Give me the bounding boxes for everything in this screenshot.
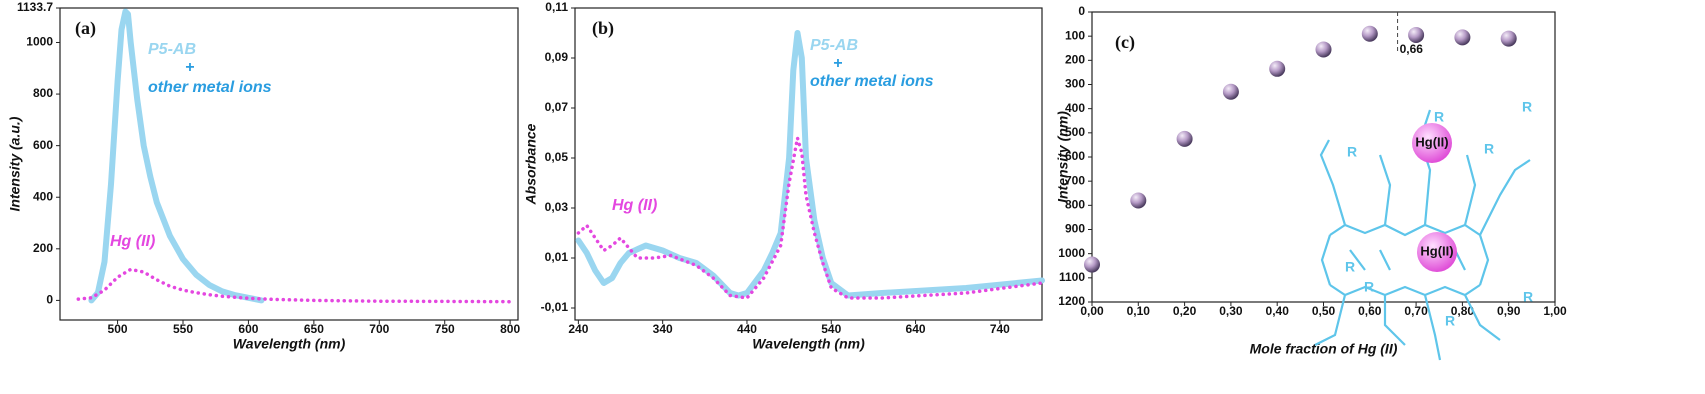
scatter-point — [1176, 130, 1193, 147]
scatter-point — [1084, 256, 1100, 273]
substituent-label: R — [1364, 279, 1374, 295]
substituent-label: R — [1522, 99, 1532, 115]
substituent-label: R — [1484, 141, 1494, 157]
x-tick-label: 0,00 — [1080, 304, 1104, 318]
substituent-label: R — [1347, 144, 1357, 160]
substituent-label: R — [1523, 289, 1533, 305]
x-tick-label: 640 — [906, 322, 926, 336]
reference-label: 0,66 — [1400, 42, 1424, 56]
x-tick-label: 0,90 — [1497, 304, 1521, 318]
x-tick-label: 600 — [238, 322, 258, 336]
x-tick-label: 0,40 — [1266, 304, 1290, 318]
y-tick-label: 0,11 — [545, 0, 568, 14]
x-tick-label: 0,30 — [1219, 304, 1243, 318]
y-tick-label: 0,01 — [545, 250, 569, 264]
y-tick-label: 600 — [33, 138, 53, 152]
x-tick-label: 540 — [821, 322, 841, 336]
x-tick-label: 0,80 — [1451, 304, 1475, 318]
plot-frame — [574, 7, 1043, 321]
line-series — [575, 30, 1045, 299]
y-tick-label: 1100 — [1059, 270, 1085, 284]
scatter-point — [1361, 25, 1378, 42]
y-tick-label: 800 — [33, 86, 53, 100]
line-series — [576, 136, 1044, 300]
x-axis-label: Mole fraction of Hg (II) — [1250, 341, 1398, 357]
y-tick-label: 600 — [1065, 149, 1085, 163]
x-tick-label: 750 — [435, 322, 455, 336]
x-tick-label: 0,50 — [1312, 304, 1336, 318]
y-tick-label: 0 — [1078, 4, 1085, 18]
scatter-point — [1130, 192, 1147, 209]
panel-label: (a) — [75, 18, 96, 39]
x-tick-label: 240 — [568, 322, 588, 336]
ion-label: Hg(II) — [1415, 134, 1448, 149]
x-tick-label: 1,00 — [1543, 304, 1567, 318]
y-tick-label: 400 — [33, 189, 53, 203]
y-tick-label: 1000 — [26, 35, 53, 49]
line-series — [88, 8, 265, 304]
y-tick-label: 400 — [1065, 101, 1085, 115]
scatter-point — [1315, 41, 1332, 58]
x-tick-label: 800 — [500, 322, 520, 336]
y-tick-label: 200 — [1065, 53, 1085, 67]
y-tick-label: 0,09 — [545, 50, 569, 64]
line-series — [76, 267, 512, 304]
y-tick-label: 0,05 — [545, 150, 569, 164]
ion-sphere — [1417, 232, 1457, 272]
x-tick-label: 700 — [369, 322, 389, 336]
x-axis-label: Wavelength (nm) — [233, 336, 346, 352]
plot-frame — [59, 7, 519, 321]
panel-label: (c) — [1115, 32, 1135, 53]
y-tick-label: -0,01 — [541, 300, 569, 314]
y-axis-label: Intensity (a.u.) — [7, 116, 23, 211]
annotation: P5-AB — [148, 41, 196, 58]
scatter-point — [1500, 30, 1517, 47]
y-tick-label: 0 — [46, 293, 53, 307]
y-tick-label: 300 — [1065, 77, 1085, 91]
y-tick-label: 700 — [1065, 173, 1085, 187]
ion-label: Hg(II) — [1420, 243, 1453, 258]
x-tick-label: 650 — [304, 322, 324, 336]
annotation: Hg (II) — [612, 197, 657, 214]
x-tick-label: 0,60 — [1358, 304, 1382, 318]
y-tick-label: 200 — [33, 241, 53, 255]
annotation: P5-AB — [810, 37, 858, 54]
y-tick-label: 0,07 — [545, 100, 569, 114]
y-tick-label: 0,03 — [545, 200, 569, 214]
y-tick-label: 1133.7 — [17, 0, 53, 14]
substituent-label: R — [1445, 313, 1455, 329]
x-tick-label: 340 — [653, 322, 673, 336]
annotation: other metal ions — [810, 73, 934, 90]
panel-label: (b) — [592, 18, 614, 39]
annotation: Hg (II) — [110, 233, 155, 250]
x-tick-label: 0,20 — [1173, 304, 1197, 318]
y-axis-label: Absorbance — [523, 123, 539, 205]
substituent-label: R — [1434, 109, 1444, 125]
y-tick-label: 500 — [1065, 125, 1085, 139]
annotation: + — [833, 55, 842, 72]
x-axis-label: Wavelength (nm) — [752, 336, 865, 352]
x-tick-label: 500 — [108, 322, 128, 336]
y-tick-label: 1200 — [1058, 294, 1085, 308]
annotation: other metal ions — [148, 79, 272, 96]
x-tick-label: 0,70 — [1404, 304, 1428, 318]
x-tick-label: 0,10 — [1127, 304, 1151, 318]
x-tick-label: 440 — [737, 322, 757, 336]
scatter-point — [1408, 26, 1425, 43]
y-tick-label: 1000 — [1058, 246, 1085, 260]
y-tick-label: 800 — [1065, 198, 1085, 212]
y-axis-label: Intensity (nm) — [1055, 111, 1071, 203]
scatter-point — [1454, 29, 1471, 46]
y-tick-label: 900 — [1065, 222, 1085, 236]
x-tick-label: 740 — [990, 322, 1010, 336]
ion-sphere — [1412, 123, 1452, 163]
scatter-point — [1222, 83, 1239, 100]
x-tick-label: 550 — [173, 322, 193, 336]
annotation: + — [185, 59, 194, 76]
y-tick-label: 100 — [1065, 28, 1085, 42]
substituent-label: R — [1345, 259, 1355, 275]
scatter-point — [1269, 60, 1286, 77]
